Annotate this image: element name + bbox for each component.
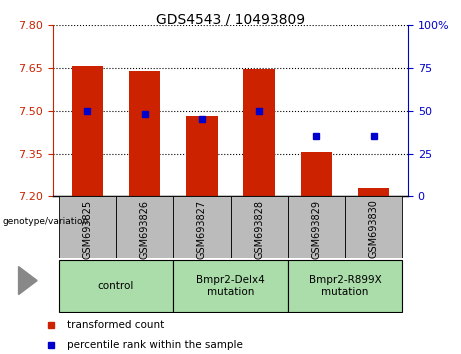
Text: GSM693825: GSM693825 [83, 200, 92, 259]
FancyBboxPatch shape [288, 259, 402, 312]
Polygon shape [18, 267, 37, 295]
Bar [301, 152, 332, 196]
FancyBboxPatch shape [173, 259, 288, 312]
Bar [230, 196, 288, 258]
Text: genotype/variation: genotype/variation [3, 217, 89, 227]
Text: GSM693829: GSM693829 [311, 200, 321, 258]
Text: GDS4543 / 10493809: GDS4543 / 10493809 [156, 12, 305, 27]
Bar [71, 66, 103, 196]
Bar [358, 188, 390, 196]
Text: Bmpr2-R899X
mutation: Bmpr2-R899X mutation [308, 275, 381, 297]
Bar [243, 69, 275, 196]
Text: GSM693828: GSM693828 [254, 200, 264, 258]
Text: transformed count: transformed count [67, 320, 165, 330]
Bar [116, 196, 173, 258]
Bar [288, 196, 345, 258]
Bar [186, 116, 218, 196]
Text: GSM693830: GSM693830 [369, 200, 378, 258]
Text: GSM693826: GSM693826 [140, 200, 150, 258]
Text: percentile rank within the sample: percentile rank within the sample [67, 340, 243, 350]
FancyBboxPatch shape [59, 259, 173, 312]
Text: control: control [98, 281, 134, 291]
Text: GSM693827: GSM693827 [197, 200, 207, 259]
Bar [59, 196, 116, 258]
Bar [129, 71, 160, 196]
Bar [173, 196, 230, 258]
Text: Bmpr2-Delx4
mutation: Bmpr2-Delx4 mutation [196, 275, 265, 297]
Bar [345, 196, 402, 258]
